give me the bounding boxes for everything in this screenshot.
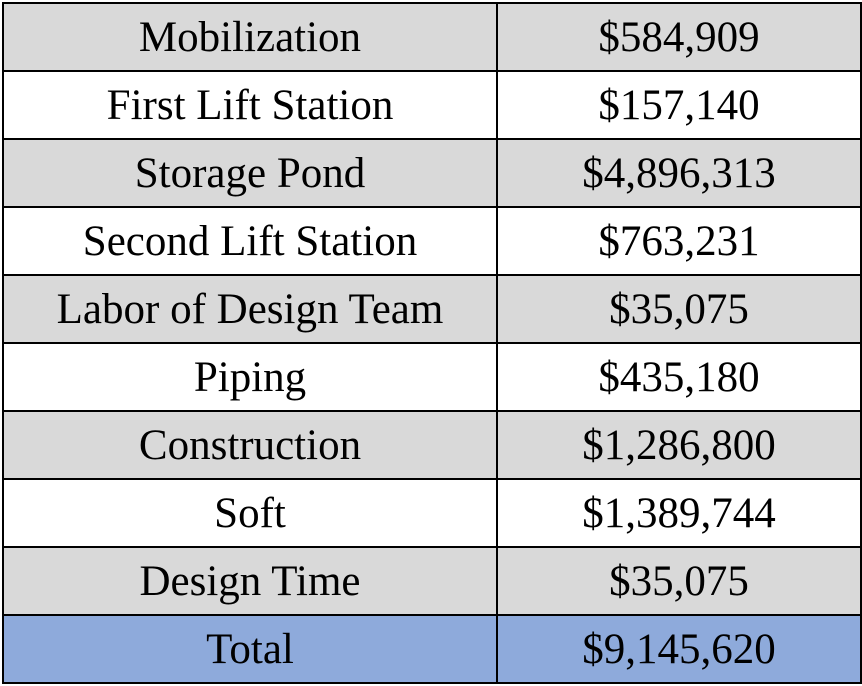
row-label: Piping bbox=[2, 342, 498, 412]
row-label: Labor of Design Team bbox=[2, 274, 498, 344]
row-label: Design Time bbox=[2, 546, 498, 616]
table-row: Storage Pond $4,896,313 bbox=[2, 138, 862, 208]
total-label: Total bbox=[2, 614, 498, 684]
row-value: $157,140 bbox=[496, 70, 862, 140]
row-value: $435,180 bbox=[496, 342, 862, 412]
row-value: $35,075 bbox=[496, 274, 862, 344]
table-row: Construction $1,286,800 bbox=[2, 410, 862, 480]
table-row: Mobilization $584,909 bbox=[2, 2, 862, 72]
row-label: Construction bbox=[2, 410, 498, 480]
table-row: Piping $435,180 bbox=[2, 342, 862, 412]
row-value: $584,909 bbox=[496, 2, 862, 72]
total-value: $9,145,620 bbox=[496, 614, 862, 684]
row-label: Mobilization bbox=[2, 2, 498, 72]
row-label: Second Lift Station bbox=[2, 206, 498, 276]
table-row: Second Lift Station $763,231 bbox=[2, 206, 862, 276]
row-value: $35,075 bbox=[496, 546, 862, 616]
table-row: Design Time $35,075 bbox=[2, 546, 862, 616]
total-row: Total $9,145,620 bbox=[2, 614, 862, 684]
row-label: Soft bbox=[2, 478, 498, 548]
row-value: $4,896,313 bbox=[496, 138, 862, 208]
table-row: First Lift Station $157,140 bbox=[2, 70, 862, 140]
row-value: $763,231 bbox=[496, 206, 862, 276]
row-value: $1,286,800 bbox=[496, 410, 862, 480]
row-label: Storage Pond bbox=[2, 138, 498, 208]
row-value: $1,389,744 bbox=[496, 478, 862, 548]
table-row: Soft $1,389,744 bbox=[2, 478, 862, 548]
table-row: Labor of Design Team $35,075 bbox=[2, 274, 862, 344]
row-label: First Lift Station bbox=[2, 70, 498, 140]
